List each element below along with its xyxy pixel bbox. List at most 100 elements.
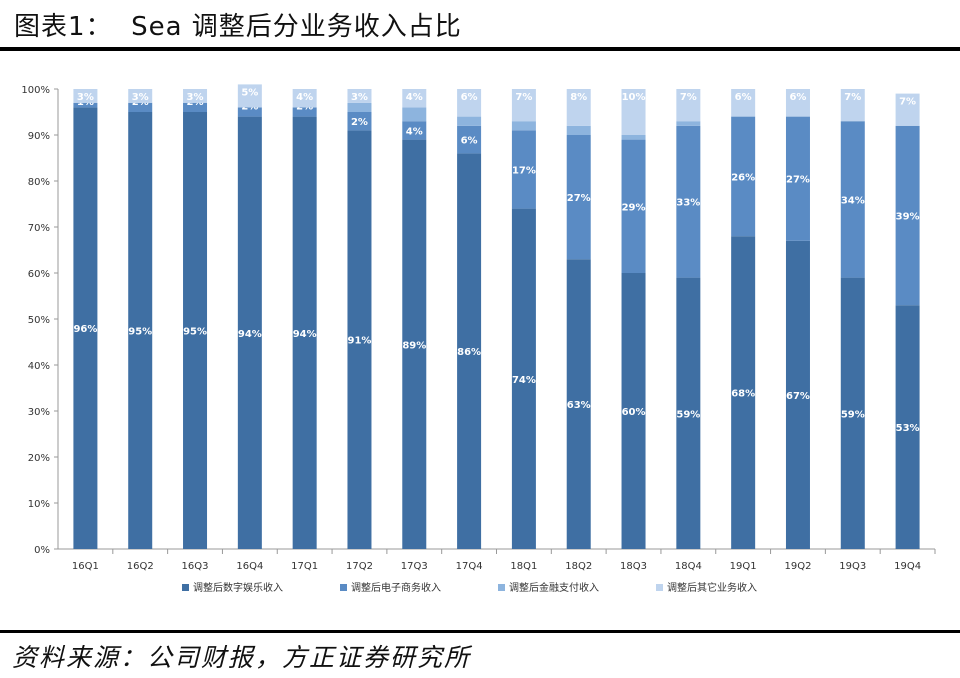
bottom-rule (0, 630, 960, 633)
y-tick-label: 50% (28, 315, 50, 326)
legend-label: 调整后电子商务收入 (351, 581, 441, 594)
data-label: 53% (896, 423, 920, 434)
data-label: 89% (402, 340, 426, 351)
bar-segment (566, 125, 591, 135)
bar-segment (785, 240, 810, 550)
x-tick-label: 19Q2 (784, 561, 811, 572)
data-label: 4% (406, 126, 423, 137)
y-tick-label: 60% (28, 269, 50, 280)
data-label: 5% (241, 87, 258, 98)
data-label: 74% (512, 375, 536, 386)
legend-swatch (340, 584, 347, 591)
bar-segment (621, 135, 646, 140)
bar-segment (566, 89, 591, 126)
bar-segment (347, 112, 372, 131)
bar-segment (785, 89, 810, 117)
x-tick-label: 16Q2 (127, 561, 154, 572)
bar-segment (183, 102, 208, 112)
data-label: 8% (570, 92, 587, 103)
data-label: 39% (896, 212, 920, 223)
title-row: 图表1： Sea 调整后分业务收入占比 (0, 0, 960, 50)
bar-segment (676, 125, 701, 278)
data-label: 7% (515, 92, 532, 103)
bar-segment (128, 102, 153, 112)
bar-segment (621, 139, 646, 273)
legend-swatch (182, 584, 189, 591)
data-label: 10% (622, 92, 646, 103)
y-tick-label: 10% (28, 499, 50, 510)
data-label: 86% (457, 347, 481, 358)
bar-segment (840, 277, 865, 549)
bar-segment (840, 121, 865, 278)
data-label: 6% (461, 92, 478, 103)
bar-segment (511, 208, 536, 549)
bar-segment (128, 89, 153, 103)
data-label: 3% (351, 92, 368, 103)
x-tick-label: 16Q1 (72, 561, 99, 572)
data-label: 95% (183, 327, 207, 338)
bar-segment (457, 116, 482, 126)
data-label: 94% (293, 329, 317, 340)
x-tick-label: 18Q4 (675, 561, 702, 572)
bar-segment (347, 89, 372, 103)
data-label: 3% (132, 92, 149, 103)
data-label: 6% (461, 136, 478, 147)
x-tick-label: 17Q4 (456, 561, 483, 572)
bar-segment (621, 273, 646, 549)
x-tick-label: 17Q2 (346, 561, 373, 572)
bar-segment (511, 121, 536, 131)
x-tick-label: 18Q1 (510, 561, 537, 572)
data-label: 3% (187, 92, 204, 103)
bar-segment (73, 89, 98, 103)
data-label: 27% (786, 175, 810, 186)
data-label: 2% (351, 117, 368, 128)
data-label: 59% (676, 409, 700, 420)
bar-segment (731, 116, 756, 237)
bar-segment (457, 89, 482, 117)
chart-title: Sea 调整后分业务收入占比 (131, 12, 462, 42)
figure-label: 图表1： (14, 12, 113, 42)
bar-segment (292, 89, 317, 108)
data-label: 33% (676, 198, 700, 209)
bar-segment (292, 107, 317, 117)
data-label: 3% (77, 92, 94, 103)
legend-label: 调整后金融支付收入 (509, 581, 599, 594)
bar-segment (73, 102, 98, 108)
x-tick-label: 18Q2 (565, 561, 592, 572)
bar-segment (731, 89, 756, 117)
bar-segment (237, 116, 262, 549)
data-label: 63% (567, 400, 591, 411)
chart-area: 0% 10% 20% 30% 40% 50% 60% 70% 80% 90% 100% 16Q1 96%… (0, 60, 960, 628)
bar-segment (237, 84, 262, 108)
bar-segment (676, 277, 701, 549)
bar-segment (895, 305, 920, 549)
data-label: 7% (899, 97, 916, 108)
legend-swatch (498, 584, 505, 591)
data-label: 7% (844, 92, 861, 103)
x-tick-label: 16Q4 (236, 561, 263, 572)
bar-segment (566, 135, 591, 260)
data-label: 4% (406, 92, 423, 103)
y-tick-label: 20% (28, 453, 50, 464)
y-tick-label: 90% (28, 131, 50, 142)
bar-segment (402, 89, 427, 108)
x-tick-label: 19Q3 (839, 561, 866, 572)
data-label: 6% (735, 92, 752, 103)
legend-label: 调整后其它业务收入 (667, 581, 757, 594)
bar-segment (292, 116, 317, 549)
y-tick-label: 70% (28, 223, 50, 234)
bar-segment (895, 93, 920, 126)
bar-segment (183, 89, 208, 103)
bar-segment (676, 89, 701, 122)
bar-segment (402, 139, 427, 549)
bar-segment (128, 112, 153, 549)
data-label: 59% (841, 409, 865, 420)
bar-segment (457, 153, 482, 549)
bar-segment (511, 89, 536, 122)
bar-segment (347, 130, 372, 549)
data-label: 4% (296, 92, 313, 103)
source-note: 资料来源：公司财报，方正证券研究所 (12, 643, 472, 672)
y-tick-label: 30% (28, 407, 50, 418)
data-label: 96% (73, 324, 97, 335)
data-label: 67% (786, 391, 810, 402)
